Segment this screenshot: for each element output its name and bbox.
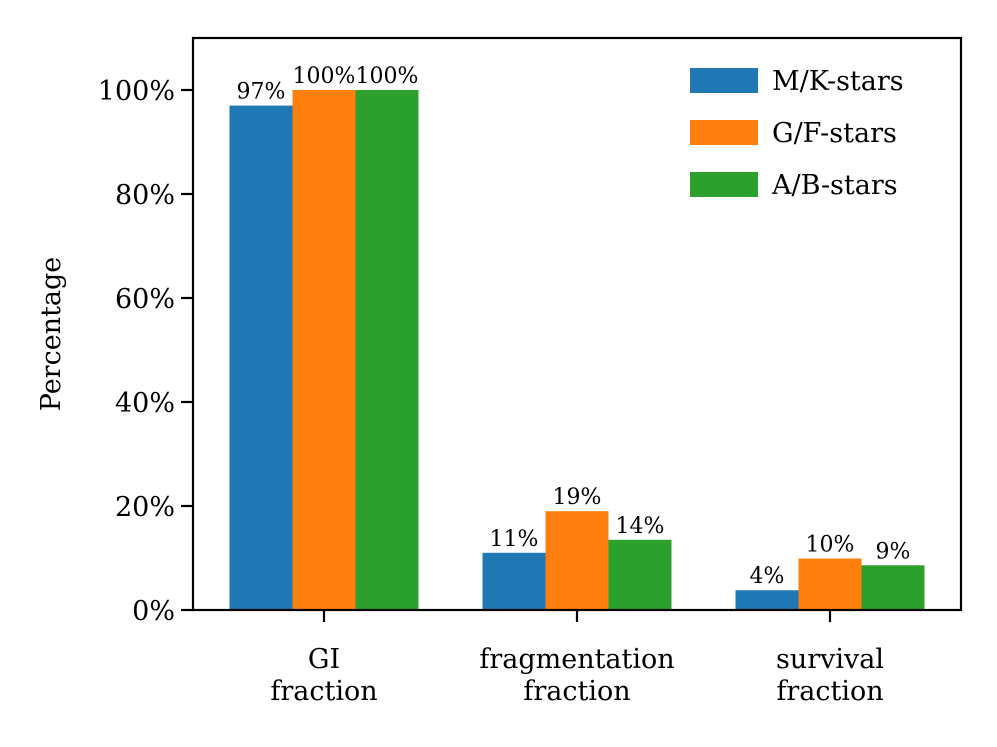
y-tick-label: 100% [98,76,175,107]
bar-2-3 [798,558,862,610]
x-tick-label: survival [776,644,884,675]
bar-label: 9% [876,539,911,564]
bar-1-1 [229,105,293,610]
x-tick-label: GI [308,644,340,675]
bar-3-1 [355,90,419,610]
y-tick-label: 80% [115,180,175,211]
y-tick-label: 60% [115,284,175,315]
bar-1-3 [735,590,799,610]
bar-label: 100% [293,64,356,89]
bar-3-3 [861,565,925,610]
y-axis-label: Percentage [36,257,67,412]
bar-label: 100% [356,64,419,89]
legend: M/K-stars G/F-stars A/B-stars [690,66,904,201]
bar-label: 4% [750,564,785,589]
x-tick-label: fraction [776,676,883,707]
bar-label: 11% [490,527,539,552]
bar-3-2 [608,539,672,610]
x-tick-label: fraction [270,676,377,707]
y-tick-label: 40% [115,388,175,419]
legend-label: M/K-stars [772,66,904,97]
bar-2-1 [292,90,356,610]
bar-label: 14% [616,514,665,539]
x-tick-label: fraction [523,676,630,707]
bar-1-2 [482,552,546,610]
bar-label: 97% [237,80,286,105]
axes-layer: 0%20%40%60%80%100%GIfractionfragmentatio… [36,36,963,707]
bars-layer [229,90,925,610]
legend-label: G/F-stars [772,118,897,149]
bar-labels-layer: 97% 11% 4% 100% 19% 10% 100% 14% 9% [237,64,911,589]
legend-swatch [690,172,758,197]
legend-swatch [690,68,758,93]
bar-label: 19% [553,485,602,510]
y-tick-label: 20% [115,492,175,523]
bar-2-2 [545,511,609,610]
legend-label: A/B-stars [771,170,898,201]
x-tick-label: fragmentation [479,644,674,675]
y-tick-label: 0% [132,596,175,627]
bar-label: 10% [806,533,855,558]
legend-swatch [690,120,758,145]
